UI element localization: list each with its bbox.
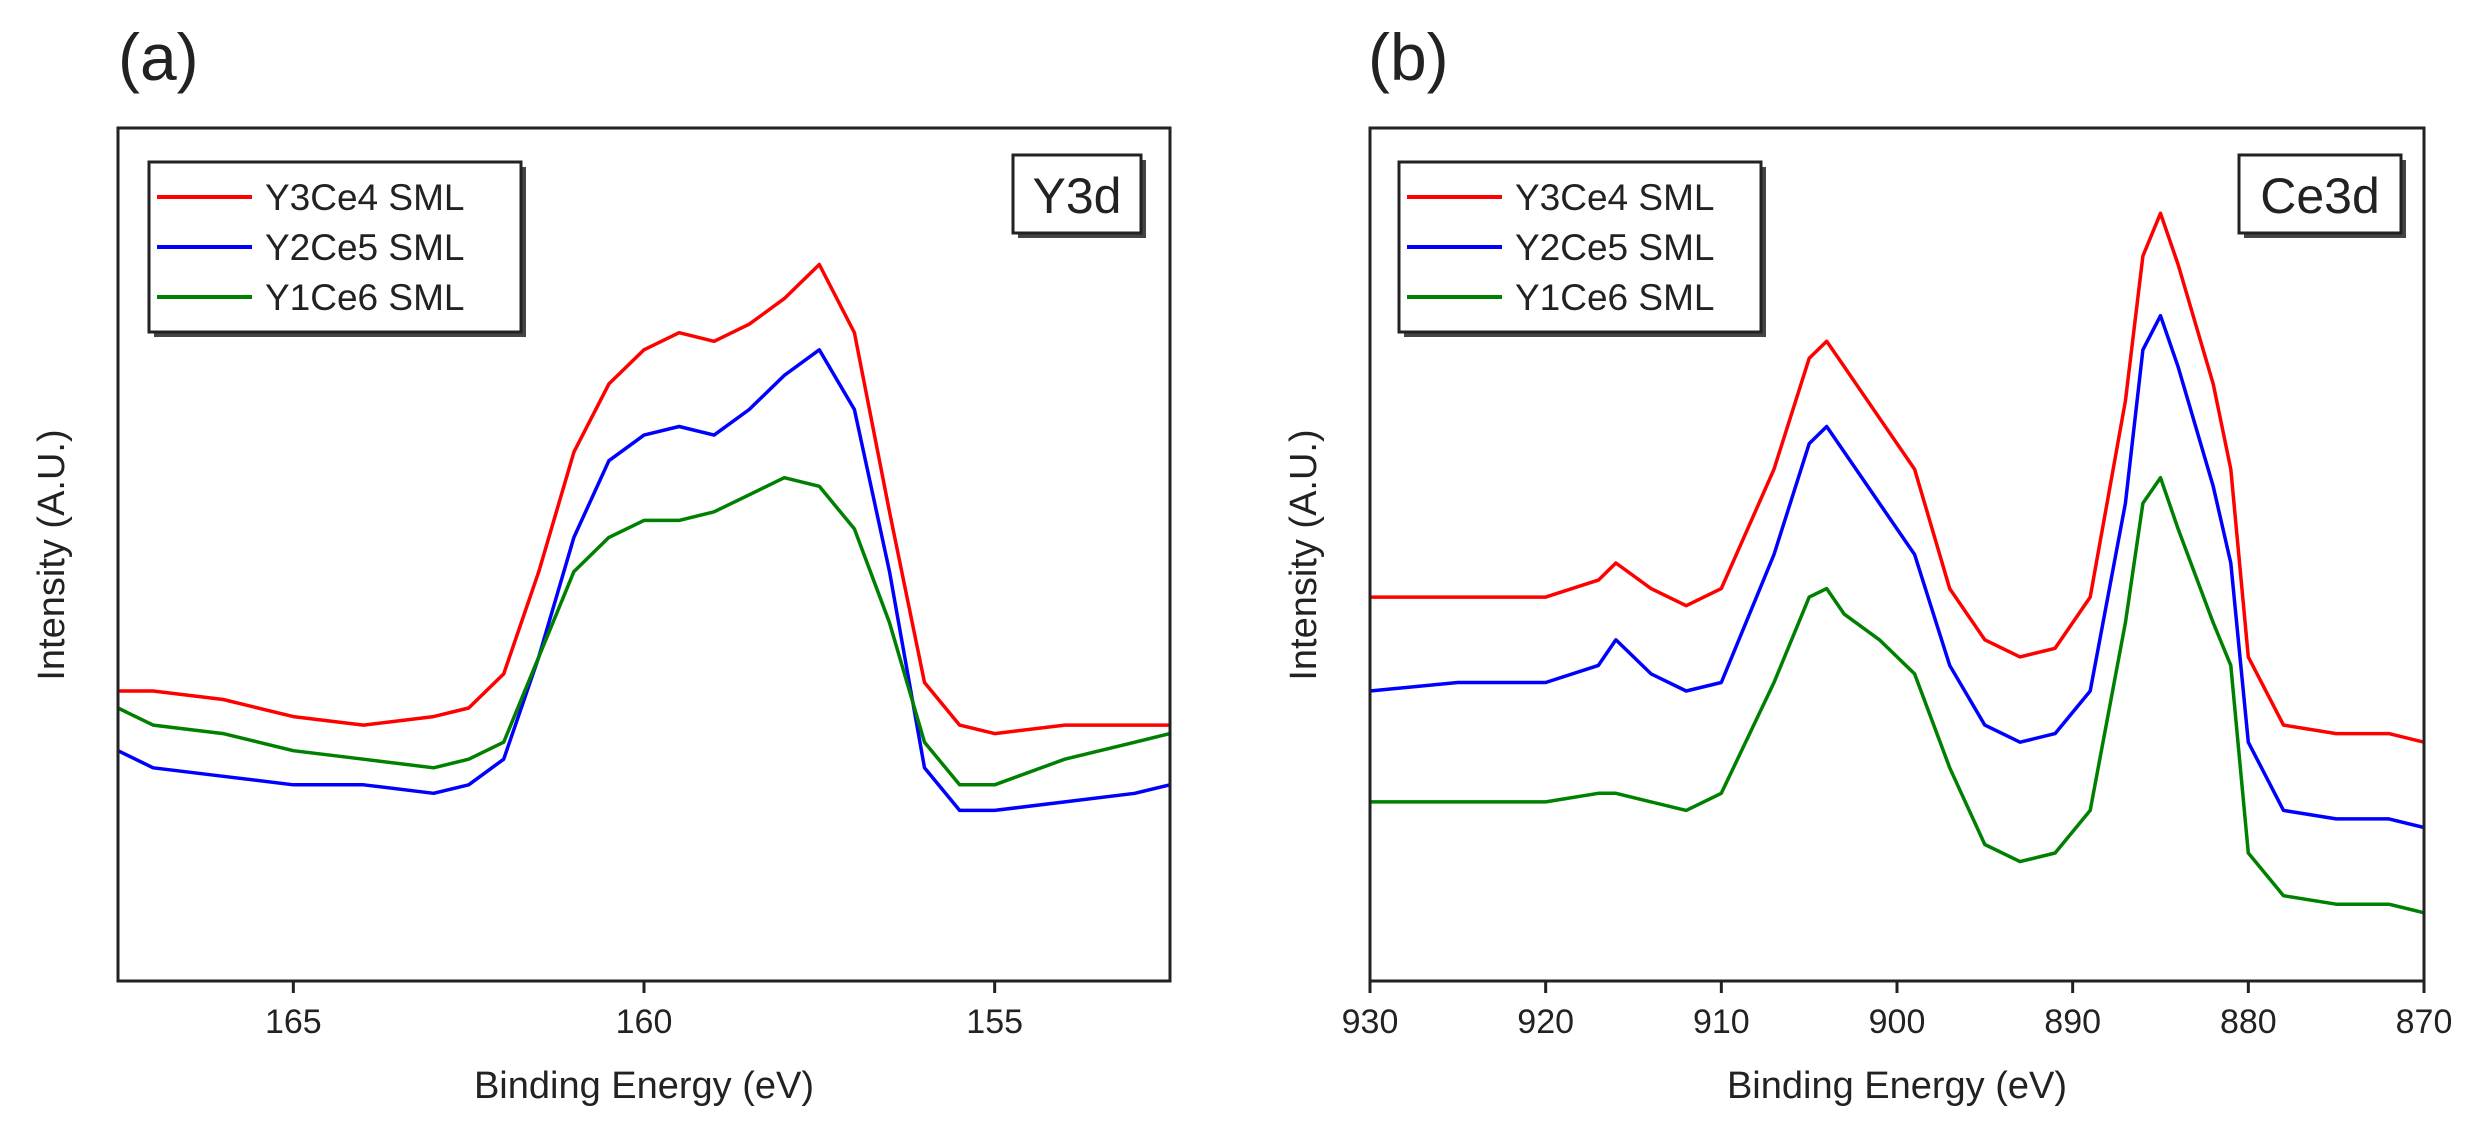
- legend-label-y1ce6-sml-y3d: Y1Ce6 SML: [265, 277, 465, 318]
- x-tick-label-910-ce3d: 910: [1693, 1003, 1750, 1041]
- x-tick-label-870-ce3d: 870: [2396, 1003, 2453, 1041]
- series-line-y1ce6-sml-ce3d: [1370, 475, 2425, 915]
- x-axis-ce3d: 930 920 910 900 890 880 870: [1342, 981, 2453, 1041]
- panel-label-b: (b): [1368, 20, 1449, 94]
- x-tick-label-890-ce3d: 890: [2044, 1003, 2101, 1041]
- x-tick-label-880-ce3d: 880: [2220, 1003, 2277, 1041]
- legend-label-y3ce4-sml-ce3d: Y3Ce4 SML: [1515, 177, 1715, 218]
- x-tick-label-165-y3d: 165: [265, 1003, 322, 1041]
- legend-y3d: Y3Ce4 SML Y2Ce5 SML Y1Ce6 SML: [147, 160, 526, 337]
- series-line-y1ce6-sml-y3d: [117, 475, 1171, 787]
- series-line-y3ce4-sml-y3d: [118, 262, 1170, 736]
- plot-area-ce3d: [1369, 211, 2425, 915]
- x-tick-label-920-ce3d: 920: [1517, 1003, 1574, 1041]
- panel-ce3d: (b) Ce3d Y3Ce4 SML Y2Ce5 SML Y1Ce6 SML 930…: [1283, 20, 2452, 1107]
- x-tick-label-900-ce3d: 900: [1869, 1003, 1926, 1041]
- legend-label-y2ce5-sml-y3d: Y2Ce5 SML: [265, 227, 465, 268]
- legend-label-y1ce6-sml-ce3d: Y1Ce6 SML: [1515, 277, 1715, 318]
- plot-area-y3d: [117, 262, 1171, 813]
- x-axis-y3d: 165 160 155: [265, 981, 1023, 1041]
- series-line-y2ce5-sml-ce3d: [1369, 313, 2425, 830]
- title-box-y3d: Y3d: [1011, 153, 1146, 238]
- x-axis-label-y3d: Binding Energy (eV): [474, 1065, 814, 1107]
- panel-title-y3d: Y3d: [1033, 168, 1122, 224]
- x-axis-label-ce3d: Binding Energy (eV): [1727, 1065, 2067, 1107]
- x-tick-label-155-y3d: 155: [966, 1003, 1023, 1041]
- y-axis-label-ce3d: Intensity (A.U.): [1283, 429, 1325, 680]
- series-line-y3ce4-sml-ce3d: [1370, 211, 2425, 744]
- title-box-ce3d: Ce3d: [2237, 153, 2406, 238]
- y-axis-label-y3d: Intensity (A.U.): [31, 429, 73, 680]
- x-tick-label-160-y3d: 160: [616, 1003, 673, 1041]
- legend-label-y3ce4-sml-y3d: Y3Ce4 SML: [265, 177, 465, 218]
- panel-label-a: (a): [118, 20, 199, 94]
- series-line-y2ce5-sml-y3d: [117, 348, 1171, 813]
- legend-ce3d: Y3Ce4 SML Y2Ce5 SML Y1Ce6 SML: [1397, 160, 1766, 337]
- panel-title-ce3d: Ce3d: [2260, 168, 2380, 224]
- legend-label-y2ce5-sml-ce3d: Y2Ce5 SML: [1515, 227, 1715, 268]
- x-tick-label-930-ce3d: 930: [1342, 1003, 1399, 1041]
